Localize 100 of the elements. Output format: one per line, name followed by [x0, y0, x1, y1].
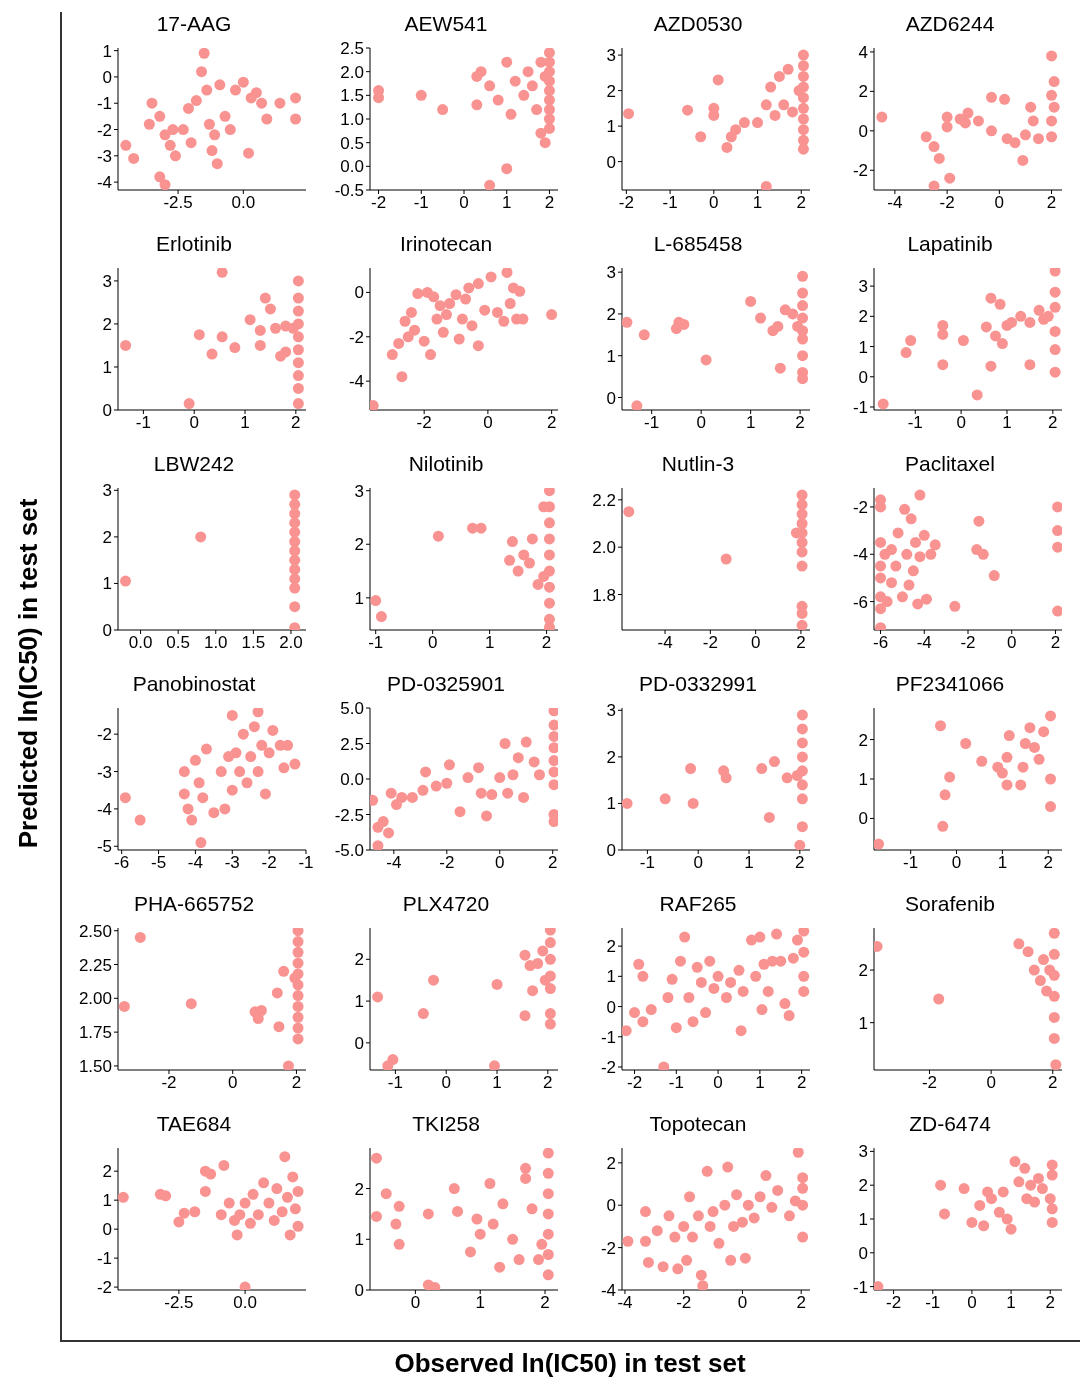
x-tick-label: -2: [439, 853, 455, 873]
point: [417, 1008, 429, 1020]
chart-title: PLX4720: [401, 891, 491, 917]
point: [623, 108, 635, 120]
point: [415, 89, 427, 101]
point: [1046, 115, 1058, 127]
point: [487, 1218, 499, 1230]
y-tick-label: 1: [354, 992, 364, 1012]
point: [1009, 1156, 1021, 1168]
x-tick-label: 1: [755, 1073, 765, 1093]
point: [533, 769, 545, 781]
point: [985, 360, 997, 372]
point: [289, 526, 301, 538]
point: [941, 111, 953, 123]
point: [691, 961, 703, 973]
point: [543, 85, 555, 97]
point: [1001, 751, 1013, 763]
point: [290, 92, 302, 104]
y-tick-label: 1: [858, 770, 868, 790]
y-tick-label: 2.5: [340, 39, 364, 59]
x-tick-label: 0: [951, 853, 962, 873]
point: [1052, 525, 1062, 537]
point: [488, 1060, 500, 1070]
point: [454, 806, 466, 818]
point: [189, 1206, 201, 1218]
point: [731, 1189, 743, 1201]
point: [518, 89, 530, 101]
point: [1033, 304, 1045, 316]
point: [279, 1151, 291, 1163]
point: [543, 488, 555, 497]
point: [185, 998, 197, 1010]
point: [910, 536, 922, 548]
x-tick-label: -1: [644, 413, 660, 433]
point: [720, 991, 732, 1003]
point: [252, 1209, 264, 1221]
point: [292, 1000, 304, 1012]
point: [481, 810, 493, 822]
y-tick-label: 2: [606, 937, 616, 957]
y-tick-label: 2.5: [340, 734, 364, 754]
point: [292, 1033, 304, 1045]
y-tick-label: 1.8: [592, 585, 616, 605]
point: [903, 579, 915, 591]
y-tick-label: -2: [96, 725, 112, 745]
point: [475, 787, 487, 799]
chart-title: Lapatinib: [906, 231, 994, 257]
y-tick-label: 2: [102, 527, 112, 547]
point: [773, 70, 785, 82]
point: [243, 147, 255, 159]
point: [707, 1206, 719, 1218]
point: [928, 141, 940, 153]
point: [920, 131, 932, 143]
point: [448, 1183, 460, 1195]
point: [396, 791, 408, 803]
point: [390, 799, 402, 811]
point: [190, 95, 202, 107]
point: [798, 928, 810, 937]
y-tick-label: -0.5: [334, 181, 364, 201]
point: [471, 99, 483, 111]
point: [485, 271, 497, 283]
x-tick-label: -1: [135, 413, 151, 433]
point: [472, 278, 484, 290]
x-tick-label: 0.0: [128, 633, 153, 653]
x-tick-label: -1: [368, 633, 384, 653]
point: [796, 518, 808, 529]
point: [914, 551, 926, 563]
point: [637, 1016, 649, 1028]
point: [791, 934, 803, 946]
point: [687, 1016, 699, 1028]
point: [507, 769, 519, 781]
point: [678, 1220, 690, 1232]
point: [200, 743, 212, 755]
point: [292, 344, 304, 356]
point: [1049, 268, 1061, 277]
point: [935, 1179, 947, 1191]
point: [885, 577, 897, 589]
point: [218, 1159, 230, 1171]
point: [672, 1263, 684, 1275]
point: [278, 762, 290, 774]
point: [1033, 753, 1045, 765]
point: [292, 946, 304, 958]
point: [292, 357, 304, 369]
point: [768, 756, 780, 768]
x-tick-label: -4: [657, 633, 673, 653]
y-tick-label: 0: [858, 1243, 868, 1263]
point: [973, 515, 985, 527]
y-tick-label: 2.00: [78, 989, 112, 1009]
point: [875, 560, 887, 572]
point: [1003, 730, 1015, 742]
point: [214, 79, 226, 91]
point: [1052, 541, 1062, 553]
point: [996, 338, 1008, 350]
point: [640, 1206, 651, 1218]
chart-title: LBW242: [152, 451, 236, 477]
point: [996, 767, 1008, 779]
point: [793, 85, 805, 97]
point: [633, 958, 645, 970]
point: [1033, 1172, 1044, 1184]
point: [543, 533, 555, 545]
y-tick-label: 5.0: [340, 699, 364, 719]
point: [518, 549, 530, 561]
